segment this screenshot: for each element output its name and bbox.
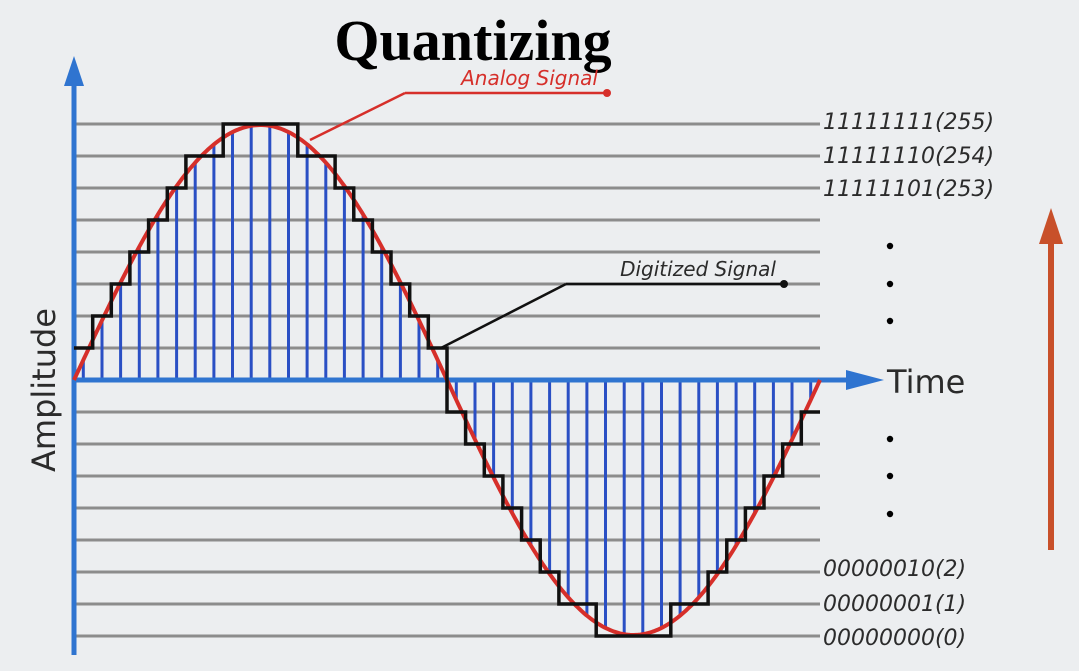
analog-signal-callout: Analog Signal xyxy=(309,66,611,142)
level-label-2: 00000010(2) xyxy=(823,557,966,582)
digitized-callout-leader xyxy=(440,282,567,350)
arrow-right-icon xyxy=(846,370,884,390)
sample-lines xyxy=(81,125,813,635)
digitized-signal-callout: Digitized Signal xyxy=(440,257,788,350)
level-label-255: 11111111(255) xyxy=(823,110,994,135)
ellipsis-dot xyxy=(886,510,894,518)
bit-depth-arrow xyxy=(1039,208,1063,550)
quantization-level-lines xyxy=(74,122,820,638)
level-label-254: 11111110(254) xyxy=(823,144,994,169)
arrow-up-icon xyxy=(64,56,84,86)
ellipsis-dot xyxy=(886,280,894,288)
level-label-0: 00000000(0) xyxy=(823,626,966,651)
ellipsis-dot xyxy=(886,317,894,325)
digitized-callout-dot xyxy=(780,280,788,288)
analog-callout-dot xyxy=(603,89,611,97)
digitized-signal-staircase xyxy=(74,122,820,638)
x-axis-label: Time xyxy=(886,363,965,401)
arrow-up-icon xyxy=(1039,208,1063,244)
level-label-253: 11111101(253) xyxy=(823,177,994,202)
ellipsis-dot xyxy=(886,472,894,480)
digitized-signal-label: Digitized Signal xyxy=(620,257,776,281)
level-label-1: 00000001(1) xyxy=(823,592,966,617)
y-axis-label: Amplitude xyxy=(25,308,63,472)
analog-callout-leader xyxy=(309,91,406,142)
ellipsis-dot xyxy=(886,435,894,443)
level-labels: 11111111(255) 11111110(254) 11111101(253… xyxy=(823,110,994,651)
axes xyxy=(64,56,884,655)
analog-signal-label: Analog Signal xyxy=(459,66,598,90)
ellipsis-dot xyxy=(886,242,894,250)
page-title: Quantizing xyxy=(334,8,611,73)
ellipsis-dots xyxy=(886,242,894,518)
